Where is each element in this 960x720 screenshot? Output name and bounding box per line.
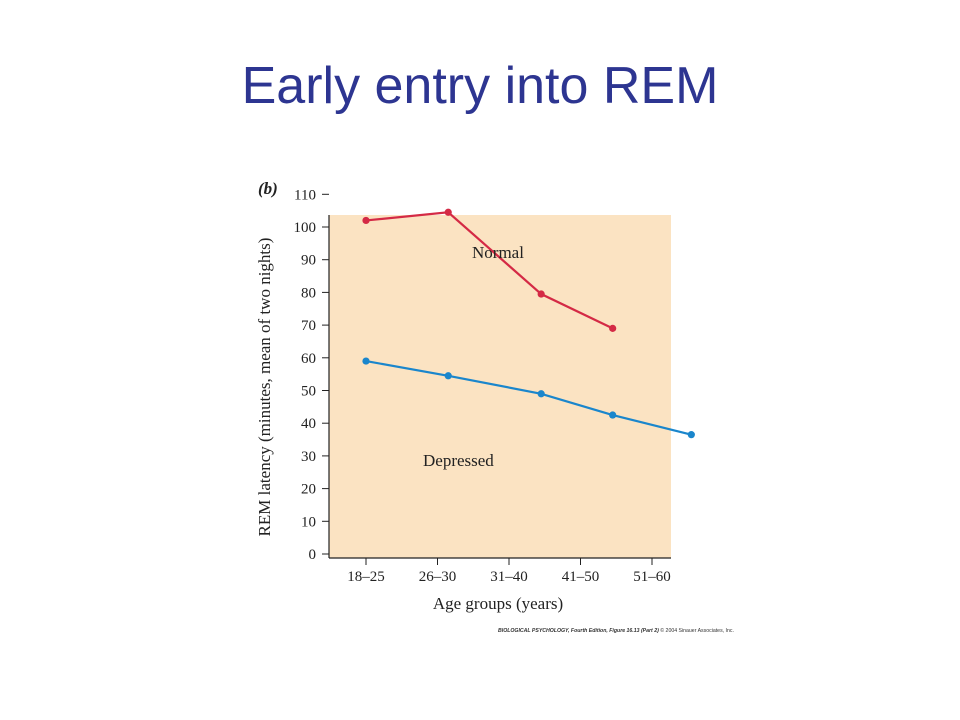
y-axis-ticks: 0 10 20 30 40 50 60 70 80 90 100 110: [294, 187, 329, 563]
y-axis-label: REM latency (minutes, mean of two nights…: [255, 238, 274, 537]
y-tick-label: 10: [301, 514, 316, 530]
y-tick-label: 90: [301, 253, 316, 269]
y-tick-label: 20: [301, 482, 316, 498]
data-point-depressed: [444, 372, 452, 380]
y-tick-label: 40: [301, 416, 316, 432]
data-point-depressed: [362, 357, 370, 365]
x-axis-ticks: 18–25 26–30 31–40 41–50 51–60: [347, 558, 671, 585]
series-label-depressed: Depressed: [423, 451, 494, 470]
panel-label: (b): [258, 179, 278, 198]
x-axis-label: Age groups (years): [433, 594, 563, 613]
data-point-depressed: [687, 431, 695, 439]
y-tick-label: 0: [309, 547, 317, 563]
data-point-normal: [609, 324, 617, 332]
x-tick-label: 26–30: [419, 569, 457, 585]
y-tick-label: 50: [301, 384, 316, 400]
data-point-normal: [362, 216, 370, 225]
series-line-normal: [365, 211, 614, 330]
slide-title: Early entry into REM: [241, 57, 719, 115]
y-tick-label: 80: [301, 285, 316, 301]
x-tick-label: 18–25: [347, 569, 385, 585]
y-tick-label: 60: [301, 351, 316, 367]
series-layer: Normal Depressed: [362, 208, 695, 470]
x-tick-label: 31–40: [490, 569, 528, 585]
y-tick-label: 70: [301, 318, 316, 334]
y-tick-label: 100: [294, 220, 317, 236]
x-tick-label: 41–50: [562, 569, 600, 585]
credit-copyright: © 2004 Sinauer Associates, Inc.: [660, 628, 734, 634]
figure-credit: BIOLOGICAL PSYCHOLOGY, Fourth Edition, F…: [498, 628, 734, 634]
credit-book: BIOLOGICAL PSYCHOLOGY, Fourth Edition, F…: [498, 628, 659, 634]
x-tick-label: 51–60: [633, 569, 671, 585]
data-point-normal: [444, 208, 452, 216]
series-label-normal: Normal: [472, 243, 524, 262]
data-point-depressed: [609, 411, 617, 419]
data-point-depressed: [537, 390, 545, 398]
y-tick-label: 110: [294, 187, 316, 203]
y-tick-label: 30: [301, 449, 316, 465]
data-point-normal: [537, 290, 545, 298]
